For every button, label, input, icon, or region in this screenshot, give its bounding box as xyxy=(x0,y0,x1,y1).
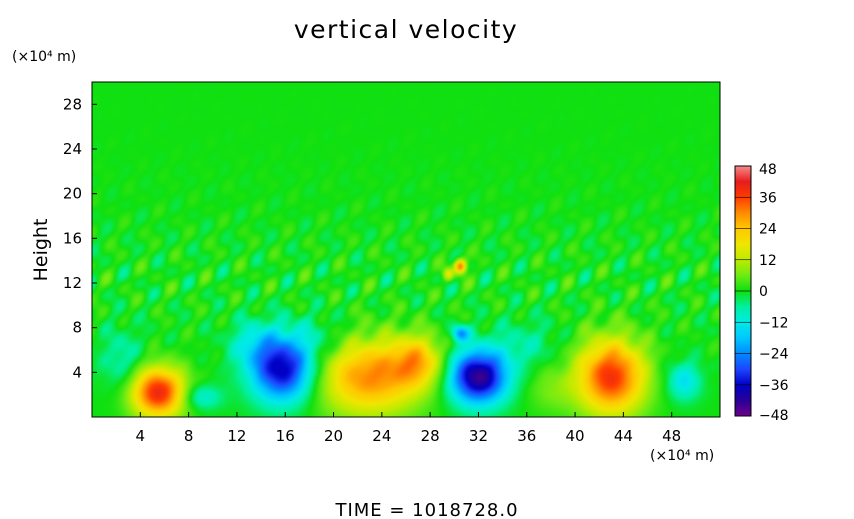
colorbar-tick-label: 0 xyxy=(759,284,768,300)
x-tick-label: 12 xyxy=(227,427,246,445)
x-tick-label: 40 xyxy=(566,427,585,445)
x-tick-label: 44 xyxy=(614,427,633,445)
x-tick-label: 24 xyxy=(372,427,391,445)
colorbar-ticks: 48 36 24 12 0 −12 −24 −36 −48 xyxy=(735,162,789,424)
colorbar-tick-label: −24 xyxy=(759,347,789,363)
y-tick-label: 16 xyxy=(63,229,82,247)
x-tick-label: 8 xyxy=(184,427,194,445)
y-tick-label: 12 xyxy=(63,274,82,292)
y-axis-unit: (×10⁴ m) xyxy=(12,49,76,65)
x-tick-label: 28 xyxy=(421,427,440,445)
colorbar-tick-label: 48 xyxy=(759,162,777,178)
y-tick-label: 20 xyxy=(63,185,82,203)
colorbar-tick-label: −36 xyxy=(759,378,789,394)
x-tick-label: 20 xyxy=(324,427,343,445)
y-tick-label: 28 xyxy=(63,95,82,113)
x-axis-ticks: 4 8 12 16 20 24 28 32 36 40 44 48 xyxy=(136,412,681,445)
x-tick-label: 4 xyxy=(136,427,146,445)
colorbar-tick-label: −12 xyxy=(759,315,789,331)
x-tick-label: 16 xyxy=(276,427,295,445)
y-axis-label: Height xyxy=(30,219,52,282)
y-tick-label: 24 xyxy=(63,140,82,158)
x-tick-label: 32 xyxy=(469,427,488,445)
colorbar-tick-label: 24 xyxy=(759,222,777,238)
colorbar-tick-label: 12 xyxy=(759,253,777,269)
colorbar-tick-label: 36 xyxy=(759,190,777,206)
y-tick-label: 4 xyxy=(72,363,82,381)
heatmap-field xyxy=(92,82,720,417)
colorbar-tick-label: −48 xyxy=(759,408,789,424)
y-tick-label: 8 xyxy=(72,319,82,337)
plot-frame xyxy=(91,81,721,418)
y-axis-ticks: 4 8 12 16 20 24 28 xyxy=(63,95,97,381)
x-tick-label: 36 xyxy=(517,427,536,445)
x-tick-label: 48 xyxy=(662,427,681,445)
time-label: TIME = 1018728.0 xyxy=(334,500,518,519)
x-axis-unit: (×10⁴ m) xyxy=(650,448,714,464)
chart-title: vertical velocity xyxy=(294,15,518,44)
